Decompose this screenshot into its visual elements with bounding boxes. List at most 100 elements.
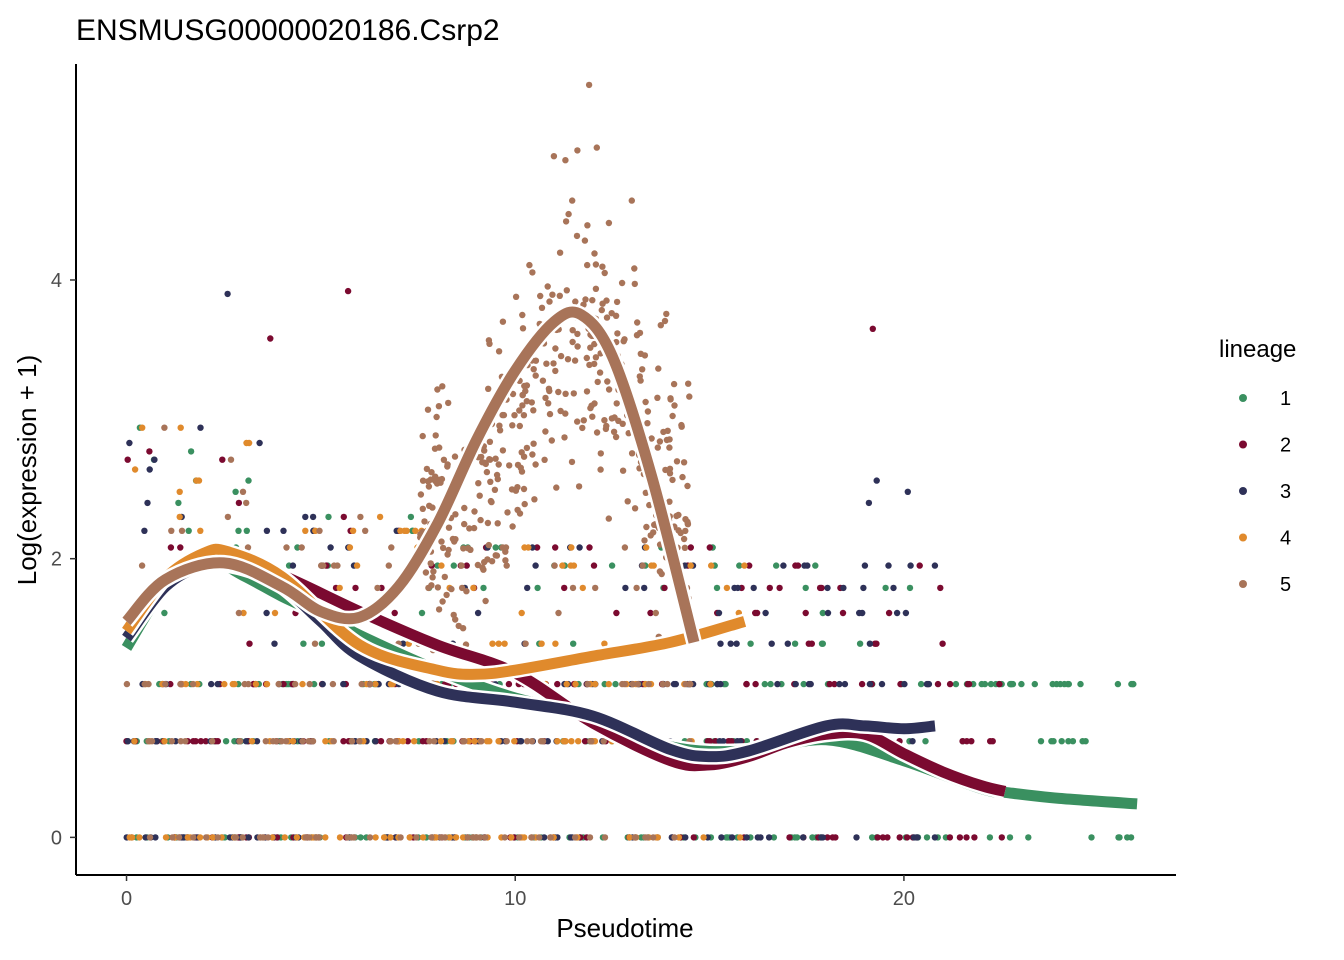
scatter-point — [752, 680, 759, 688]
scatter-point — [819, 640, 826, 647]
scatter-point — [438, 538, 445, 545]
scatter-point — [357, 513, 364, 521]
scatter-point — [567, 562, 574, 569]
scatter-point — [592, 285, 600, 292]
scatter-point — [1069, 738, 1077, 745]
scatter-point — [592, 261, 600, 268]
scatter-point — [792, 680, 799, 688]
scatter-point — [508, 834, 515, 841]
scatter-point — [221, 680, 228, 688]
scatter-point — [916, 562, 923, 569]
scatter-point — [643, 523, 650, 531]
scatter-point — [516, 834, 523, 841]
scatter-point — [572, 680, 579, 688]
scatter-point — [840, 584, 847, 592]
scatter-point — [581, 237, 589, 244]
scatter-point — [603, 422, 610, 430]
scatter-point — [235, 499, 243, 507]
scatter-point — [956, 834, 964, 841]
scatter-point — [1031, 680, 1039, 688]
scatter-point — [589, 297, 596, 304]
scatter-point — [576, 544, 583, 551]
scatter-point — [450, 562, 457, 569]
scatter-point — [532, 372, 539, 379]
scatter-point — [387, 738, 394, 745]
scatter-point — [310, 680, 318, 688]
scatter-point — [275, 680, 282, 688]
scatter-point — [690, 834, 697, 841]
scatter-point — [486, 456, 494, 463]
scatter-point — [534, 584, 541, 592]
scatter-point — [541, 456, 548, 463]
scatter-point — [654, 834, 661, 841]
scatter-point — [452, 511, 459, 518]
scatter-point — [123, 680, 131, 688]
scatter-point — [1050, 738, 1057, 745]
scatter-point — [937, 584, 944, 592]
scatter-point — [423, 465, 431, 473]
scatter-point — [243, 527, 250, 534]
scatter-point — [743, 680, 750, 688]
scatter-point — [445, 399, 452, 407]
scatter-point — [464, 834, 471, 841]
scatter-point — [931, 834, 939, 841]
scatter-point — [634, 319, 641, 326]
scatter-point — [330, 562, 338, 569]
scatter-point — [428, 834, 435, 841]
scatter-point — [506, 462, 513, 469]
scatter-point — [136, 834, 143, 841]
scatter-point — [619, 680, 626, 688]
scatter-point — [224, 290, 231, 298]
scatter-point — [344, 834, 351, 841]
scatter-point — [224, 513, 232, 521]
scatter-point — [634, 680, 642, 688]
scatter-point — [812, 562, 819, 569]
scatter-point — [914, 834, 921, 841]
scatter-point — [680, 535, 688, 543]
scatter-point — [505, 680, 513, 688]
scatter-point — [245, 834, 252, 841]
scatter-point — [594, 378, 601, 386]
scatter-point — [385, 562, 392, 569]
scatter-point — [568, 458, 576, 466]
scatter-point — [441, 573, 448, 581]
scatter-point — [547, 834, 554, 841]
scatter-point — [520, 453, 528, 460]
scatter-point — [182, 738, 189, 745]
scatter-point — [762, 609, 769, 617]
scatter-point — [593, 429, 601, 436]
scatter-point — [619, 420, 626, 427]
scatter-point — [884, 834, 891, 841]
scatter-point — [452, 834, 460, 841]
scatter-point — [574, 147, 581, 154]
scatter-point — [588, 738, 595, 745]
scatter-point — [537, 292, 544, 300]
scatter-point — [776, 584, 783, 592]
scatter-point — [553, 484, 560, 491]
scatter-point — [965, 680, 973, 688]
scatter-point — [685, 380, 692, 387]
scatter-point — [387, 680, 395, 688]
scatter-point — [801, 562, 808, 569]
scatter-point — [235, 527, 242, 534]
scatter-point — [292, 680, 299, 688]
scatter-point — [281, 834, 288, 841]
scatter-point — [138, 562, 146, 569]
scatter-point — [906, 584, 914, 592]
scatter-point — [637, 377, 644, 384]
legend-title: lineage — [1219, 336, 1296, 363]
scatter-point — [406, 834, 413, 841]
scatter-point — [550, 360, 557, 367]
scatter-point — [516, 510, 524, 517]
scatter-point — [496, 427, 504, 434]
scatter-point — [648, 562, 655, 569]
scatter-point — [574, 343, 581, 350]
scatter-point — [336, 584, 343, 592]
scatter-point — [725, 738, 732, 745]
scatter-point — [483, 738, 491, 745]
scatter-point — [552, 345, 559, 352]
scatter-point — [304, 834, 311, 841]
scatter-point — [663, 310, 670, 318]
scatter-point — [532, 562, 539, 569]
scatter-point — [1115, 834, 1122, 841]
